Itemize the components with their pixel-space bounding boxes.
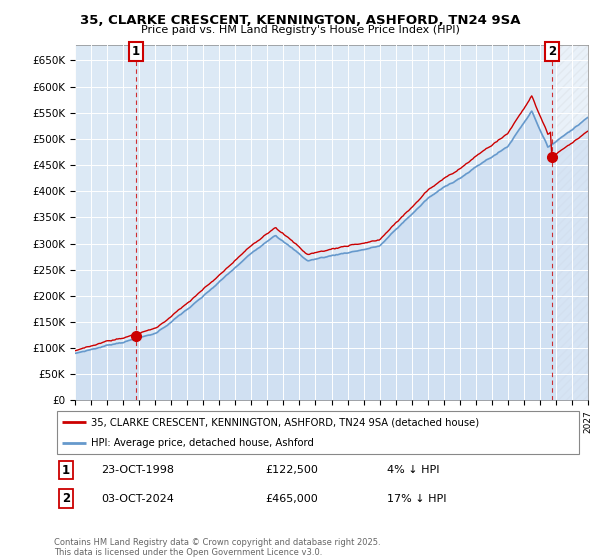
Text: 03-OCT-2024: 03-OCT-2024 [101,493,175,503]
Text: 2: 2 [62,492,70,505]
Text: 35, CLARKE CRESCENT, KENNINGTON, ASHFORD, TN24 9SA: 35, CLARKE CRESCENT, KENNINGTON, ASHFORD… [80,14,520,27]
FancyBboxPatch shape [56,411,580,454]
Text: HPI: Average price, detached house, Ashford: HPI: Average price, detached house, Ashf… [91,438,314,448]
Text: 35, CLARKE CRESCENT, KENNINGTON, ASHFORD, TN24 9SA (detached house): 35, CLARKE CRESCENT, KENNINGTON, ASHFORD… [91,417,479,427]
Text: 1: 1 [131,45,140,58]
Bar [556,45,588,400]
Text: 1: 1 [62,464,70,477]
Text: £122,500: £122,500 [265,465,318,475]
Text: £465,000: £465,000 [265,493,318,503]
Text: Contains HM Land Registry data © Crown copyright and database right 2025.
This d: Contains HM Land Registry data © Crown c… [54,538,380,557]
Text: 17% ↓ HPI: 17% ↓ HPI [386,493,446,503]
Text: 2: 2 [548,45,556,58]
Text: 23-OCT-1998: 23-OCT-1998 [101,465,175,475]
Text: 4% ↓ HPI: 4% ↓ HPI [386,465,439,475]
Text: Price paid vs. HM Land Registry's House Price Index (HPI): Price paid vs. HM Land Registry's House … [140,25,460,35]
